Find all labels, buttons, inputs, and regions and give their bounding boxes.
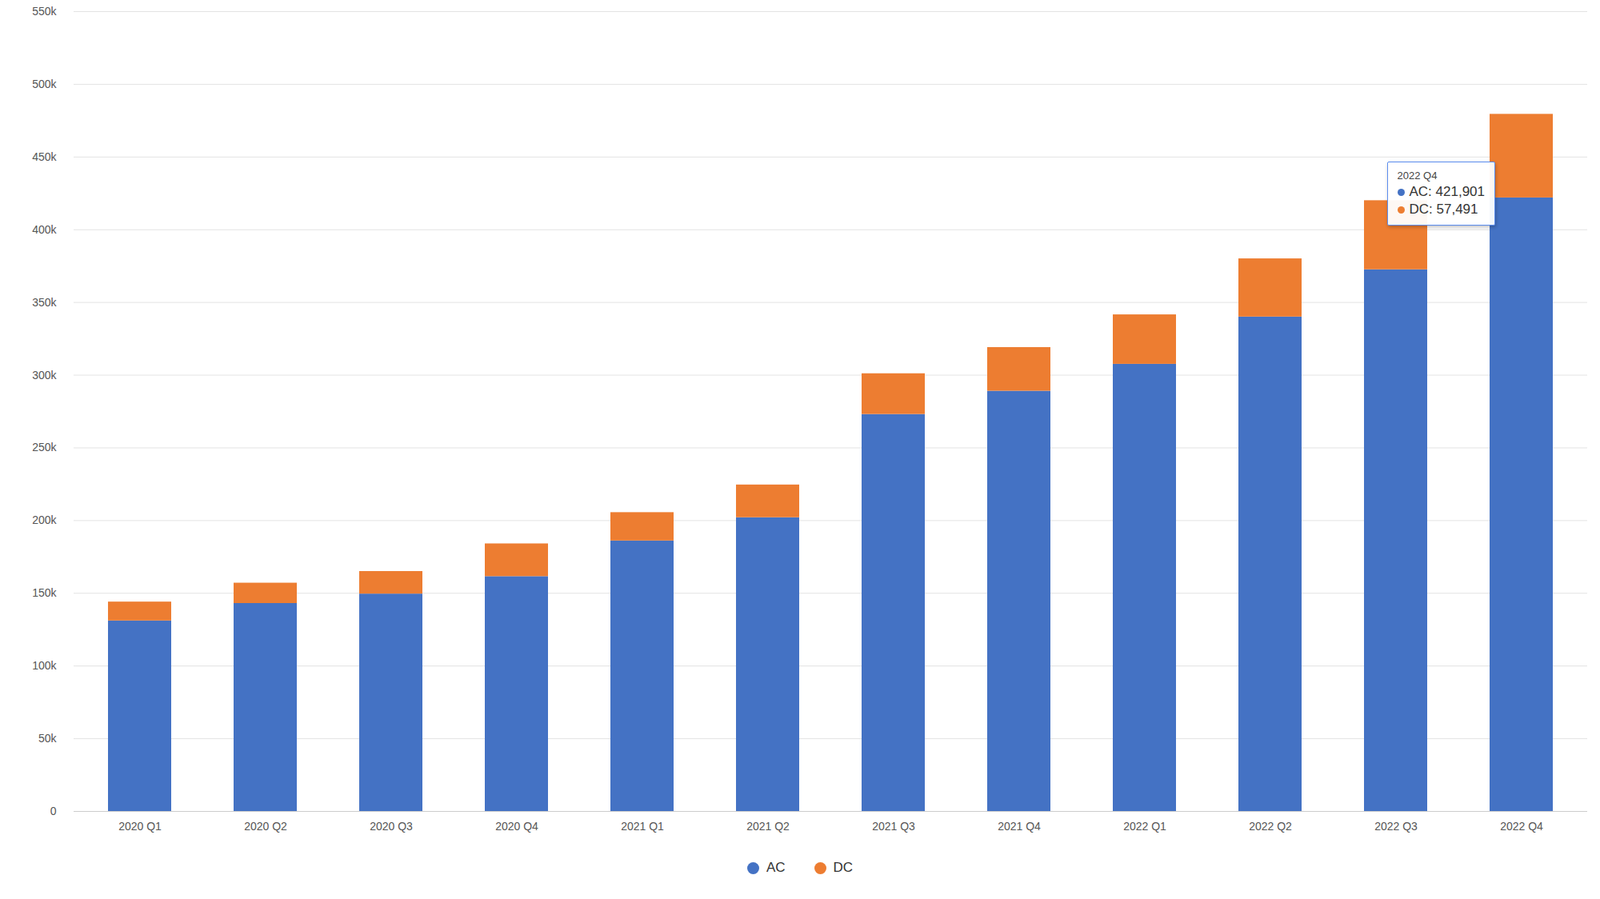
svg-text:450k: 450k: [32, 150, 57, 164]
svg-text:2021 Q3: 2021 Q3: [872, 820, 916, 833]
html-text:DC: 57,491: DC: 57,491: [1409, 201, 1478, 218]
html-text:AC: 421,901: AC: 421,901: [1409, 184, 1485, 200]
html-text:2022 Q4: 2022 Q4: [1397, 169, 1438, 182]
svg-text:2022 Q2: 2022 Q2: [1248, 820, 1292, 833]
svg-text:350k: 350k: [32, 296, 57, 309]
svg-text:2022 Q1: 2022 Q1: [1123, 820, 1167, 833]
svg-text:400k: 400k: [32, 223, 57, 236]
svg-text:250k: 250k: [32, 440, 57, 454]
svg-text:2020 Q3: 2020 Q3: [369, 820, 413, 833]
svg-text:300k: 300k: [32, 368, 57, 382]
svg-text:200k: 200k: [32, 513, 57, 527]
svg-text:2022 Q3: 2022 Q3: [1374, 820, 1418, 833]
svg-text:0: 0: [50, 804, 57, 818]
svg-text:150k: 150k: [32, 586, 57, 600]
html-text:DC: DC: [833, 860, 853, 876]
svg-text:2021 Q2: 2021 Q2: [746, 820, 790, 833]
svg-text:2022 Q4: 2022 Q4: [1500, 820, 1544, 833]
svg-text:50k: 50k: [38, 732, 58, 745]
svg-text:2021 Q1: 2021 Q1: [620, 820, 664, 833]
svg-text:2020 Q2: 2020 Q2: [244, 820, 288, 833]
svg-text:550k: 550k: [32, 4, 57, 18]
svg-text:2020 Q1: 2020 Q1: [118, 820, 162, 833]
svg-text:500k: 500k: [32, 77, 57, 91]
svg-text:100k: 100k: [32, 659, 57, 672]
svg-text:2021 Q4: 2021 Q4: [997, 820, 1041, 833]
html-text:AC: AC: [766, 860, 786, 876]
svg-text:2020 Q4: 2020 Q4: [495, 820, 539, 833]
